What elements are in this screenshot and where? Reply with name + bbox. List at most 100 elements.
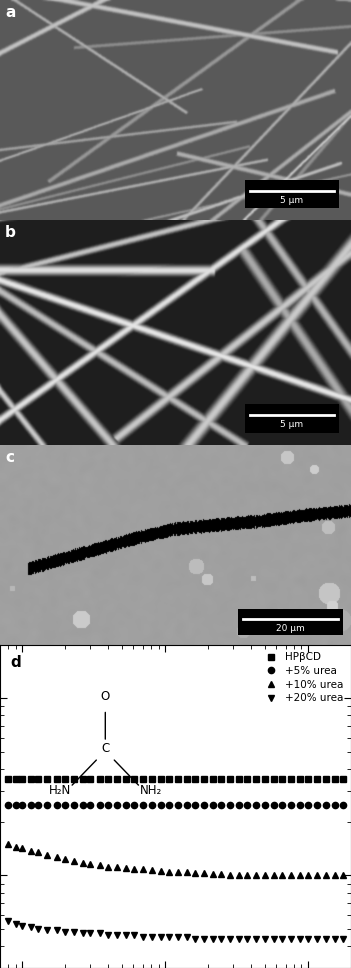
+10% urea	[228, 869, 232, 881]
+20% urea	[341, 933, 345, 945]
Bar	[238, 609, 343, 635]
+10% urea	[332, 869, 337, 881]
+10% urea	[150, 864, 154, 876]
Text: 5 μm: 5 μm	[280, 196, 304, 205]
+5% urea	[63, 800, 67, 811]
HPβCD	[158, 773, 163, 785]
+20% urea	[185, 931, 189, 943]
+10% urea	[29, 845, 33, 857]
HPβCD	[332, 773, 337, 785]
+20% urea	[158, 931, 163, 943]
HPβCD	[6, 773, 11, 785]
Line: HPβCD: HPβCD	[5, 776, 346, 782]
+20% urea	[124, 929, 128, 941]
+10% urea	[20, 842, 24, 854]
Line: +10% urea: +10% urea	[5, 841, 346, 879]
+20% urea	[6, 916, 11, 927]
+10% urea	[88, 859, 92, 870]
+20% urea	[141, 931, 145, 943]
+5% urea	[72, 800, 76, 811]
+5% urea	[167, 800, 171, 811]
HPβCD	[211, 773, 215, 785]
+20% urea	[228, 933, 232, 945]
Bar	[245, 404, 339, 433]
+5% urea	[115, 800, 119, 811]
+20% urea	[88, 927, 92, 939]
+20% urea	[263, 933, 267, 945]
+5% urea	[45, 800, 49, 811]
HPβCD	[80, 773, 85, 785]
+10% urea	[306, 869, 311, 881]
+5% urea	[272, 800, 276, 811]
+10% urea	[63, 853, 67, 864]
+20% urea	[29, 922, 33, 933]
HPβCD	[219, 773, 224, 785]
+10% urea	[254, 869, 258, 881]
Line: +20% urea: +20% urea	[5, 919, 346, 942]
+10% urea	[167, 865, 171, 877]
HPβCD	[29, 773, 33, 785]
HPβCD	[167, 773, 171, 785]
+10% urea	[72, 855, 76, 866]
HPβCD	[272, 773, 276, 785]
+5% urea	[106, 800, 110, 811]
Text: c: c	[5, 450, 14, 465]
+10% urea	[245, 869, 250, 881]
+20% urea	[167, 931, 171, 943]
+20% urea	[245, 933, 250, 945]
HPβCD	[13, 773, 18, 785]
+20% urea	[237, 933, 241, 945]
HPβCD	[306, 773, 311, 785]
+10% urea	[141, 863, 145, 875]
Legend: HPβCD, +5% urea, +10% urea, +20% urea: HPβCD, +5% urea, +10% urea, +20% urea	[258, 650, 346, 706]
HPβCD	[98, 773, 102, 785]
HPβCD	[72, 773, 76, 785]
+5% urea	[124, 800, 128, 811]
+10% urea	[176, 865, 180, 877]
+10% urea	[36, 846, 40, 858]
HPβCD	[280, 773, 284, 785]
+20% urea	[45, 924, 49, 936]
+5% urea	[80, 800, 85, 811]
+10% urea	[115, 862, 119, 873]
+5% urea	[150, 800, 154, 811]
+20% urea	[219, 933, 224, 945]
+5% urea	[88, 800, 92, 811]
+20% urea	[280, 933, 284, 945]
Text: NH₂: NH₂	[140, 784, 162, 797]
+5% urea	[245, 800, 250, 811]
+5% urea	[29, 800, 33, 811]
HPβCD	[237, 773, 241, 785]
+5% urea	[20, 800, 24, 811]
+10% urea	[289, 869, 293, 881]
+10% urea	[158, 865, 163, 877]
+10% urea	[315, 869, 319, 881]
HPβCD	[55, 773, 59, 785]
+20% urea	[298, 933, 302, 945]
+10% urea	[272, 869, 276, 881]
+5% urea	[237, 800, 241, 811]
HPβCD	[106, 773, 110, 785]
+5% urea	[176, 800, 180, 811]
+5% urea	[193, 800, 198, 811]
+5% urea	[219, 800, 224, 811]
+10% urea	[124, 862, 128, 874]
+10% urea	[263, 869, 267, 881]
HPβCD	[315, 773, 319, 785]
+5% urea	[202, 800, 206, 811]
Text: H₂N: H₂N	[48, 784, 71, 797]
+10% urea	[219, 868, 224, 880]
+20% urea	[324, 933, 328, 945]
+5% urea	[132, 800, 137, 811]
Bar	[245, 180, 339, 208]
HPβCD	[63, 773, 67, 785]
+5% urea	[332, 800, 337, 811]
+5% urea	[306, 800, 311, 811]
+10% urea	[55, 851, 59, 862]
HPβCD	[176, 773, 180, 785]
HPβCD	[263, 773, 267, 785]
HPβCD	[185, 773, 189, 785]
+10% urea	[45, 849, 49, 861]
+20% urea	[13, 919, 18, 930]
+5% urea	[211, 800, 215, 811]
